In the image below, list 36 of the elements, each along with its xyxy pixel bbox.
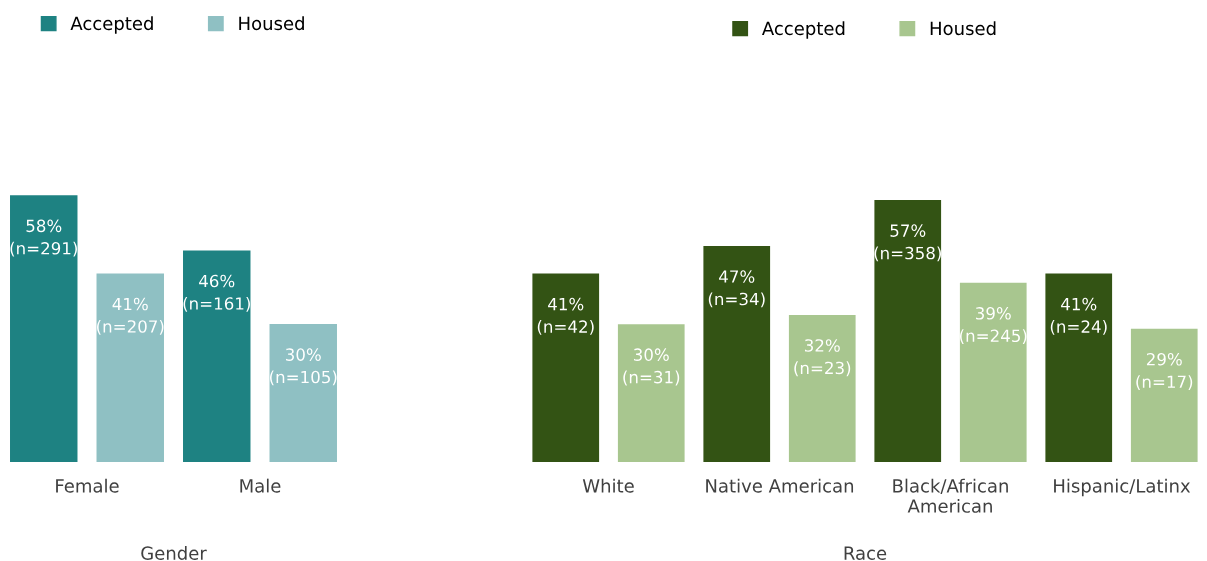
data-label: 57% (n=358) [874,224,941,262]
x-axis-title: Race [844,546,887,560]
x-tick-label: Native American [706,478,854,493]
data-label: 41% (n=42) [537,297,594,335]
x-tick-label: Hispanic/Latinx [1054,478,1191,497]
x-tick-label: Female [56,478,119,493]
bar [183,250,251,462]
bar [1045,273,1113,462]
data-label: 46% (n=161) [183,274,250,312]
bar [959,282,1027,462]
x-axis-title: Gender [141,546,207,560]
legend-label: Accepted [70,16,153,34]
legend-label: Housed [930,21,996,36]
bar [617,324,685,462]
x-tick-label: Male [240,478,281,493]
legend-label: Housed [239,16,304,31]
data-label: 39% (n=245) [960,307,1027,345]
data-label: 30% (n=105) [270,348,337,386]
bar [788,314,856,462]
bar [269,324,337,462]
bar [96,273,164,462]
legend-label: Accepted [761,21,845,39]
x-tick-label: Black/African American [893,478,1008,513]
data-label: 41% (n=24) [1050,297,1107,335]
bar [532,273,600,462]
data-label: 58% (n=291) [10,219,77,257]
bar [874,200,942,462]
bar [703,246,771,462]
data-label: 41% (n=207) [97,297,164,335]
data-label: 30% (n=31) [623,348,680,386]
data-label: 47% (n=34) [708,270,765,308]
data-label: 32% (n=23) [794,339,851,377]
bar [10,195,78,462]
data-label: 29% (n=17) [1136,352,1193,390]
bar [1130,328,1198,462]
x-tick-label: White [582,478,634,493]
